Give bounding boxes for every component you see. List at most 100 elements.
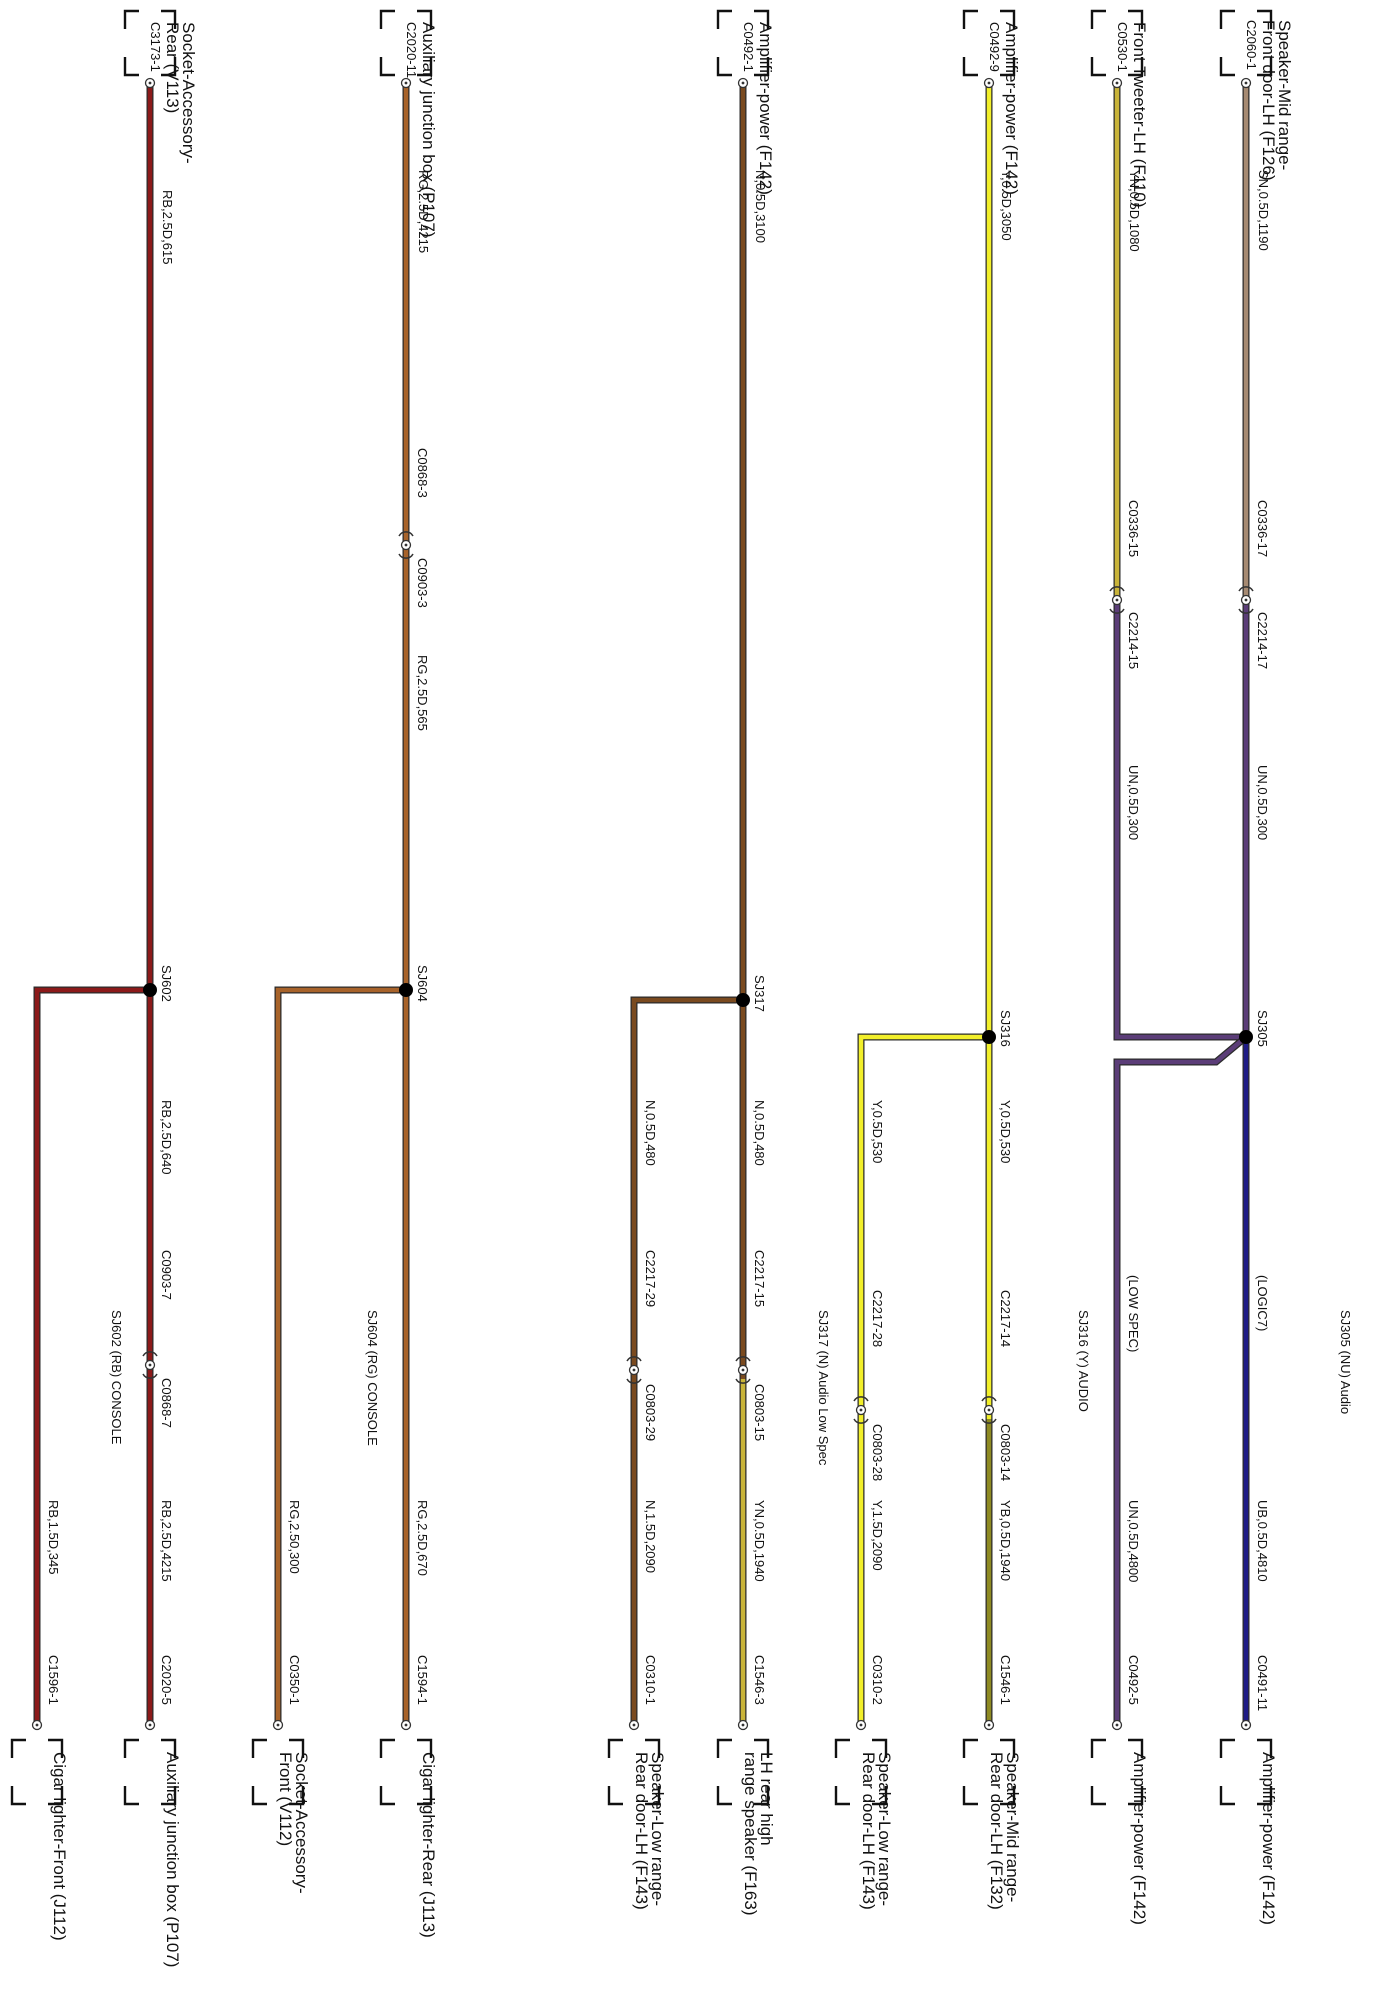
label-lh-rear-high-line-1: range speaker (F163) (741, 1752, 760, 1915)
inline-c0336-17-pin-dot (1244, 598, 1248, 602)
wire-label-rb-345: RB,1.5D,345 (46, 1500, 61, 1574)
component-socket-front-corner-tl (289, 1738, 305, 1758)
pin-label-c1596-1: C1596-1 (46, 1655, 61, 1705)
wire-rb-branch-outline (33, 986, 150, 1725)
pin-c1596-1-dot (35, 1723, 39, 1727)
wire-label-yn-1080: YN,0.5D,1080 (1127, 170, 1142, 252)
pin-c1546-1-dot (987, 1723, 991, 1727)
component-aux-jb-top-corner-bl (379, 9, 395, 29)
inline-label-c2217-29: C2217-29 (643, 1250, 658, 1307)
component-speaker-mid-rear-corner-br (962, 1786, 978, 1806)
label-speaker-mid-front-line-0: Speaker-Mid range- (1275, 20, 1294, 170)
component-cigar-front-corner-tl (48, 1738, 64, 1758)
wire-label-rg-4215: RG,2.5D,4215 (416, 170, 431, 253)
splice-sj305 (1239, 1030, 1253, 1044)
label-socket-front-line-1: Front (V112) (276, 1752, 295, 1846)
pin-label-c0310-2: C0310-2 (870, 1655, 885, 1705)
wire-y-branch (858, 1034, 989, 1725)
component-amp-f142-a-corner-tl (1257, 1738, 1273, 1758)
inline-c0868-3-pin-dot (404, 543, 408, 547)
component-amp-f142-c-corner-tl (1000, 9, 1016, 29)
label-aux-jb-bottom-line-0: Auxiliary junction box (P107) (163, 1752, 182, 1967)
component-speaker-low-rear-a-corner-bl (834, 1738, 850, 1758)
pin-label-c2020-11: C2020-11 (404, 22, 419, 78)
wire-label-rg-670: RG,2.5D,670 (415, 1500, 430, 1576)
wire-label-n-480-a: N,0.5D,480 (752, 1100, 767, 1166)
component-amp-f142-c-corner-tr (1000, 57, 1016, 77)
label-speaker-low-rear-a-line-0: Speaker-Low range- (875, 1752, 894, 1906)
component-cigar-front-corner-br (10, 1786, 26, 1806)
wire-label-y-2090: Y,1.5D,2090 (870, 1500, 885, 1571)
label-socket-rear-line-1: Rear (V113) (163, 22, 182, 113)
wire-label-rb-640: RB,2.5D,640 (159, 1100, 174, 1174)
inline-c0336-17-plug (1238, 608, 1254, 614)
wires-layer (33, 83, 1250, 1725)
inline-c0868-3-plug (398, 553, 414, 559)
inline-label-c0336-17: C0336-17 (1255, 500, 1270, 557)
pin-label-c1594-1: C1594-1 (415, 1655, 430, 1705)
component-amp-f142-b-corner-tr (1128, 1786, 1144, 1806)
pin-c1546-3-dot (741, 1723, 745, 1727)
component-aux-jb-bottom-corner-br (123, 1786, 139, 1806)
component-cigar-rear-corner-br (379, 1786, 395, 1806)
wire-label-un-300-a: UN,0.5D,300 (1255, 765, 1270, 840)
pin-label-c0492-9: C0492-9 (987, 22, 1002, 72)
component-aux-jb-bottom-corner-bl (123, 1738, 139, 1758)
wire-rb-branch (34, 987, 150, 1725)
inline-label-c0803-14: C0803-14 (998, 1424, 1013, 1481)
component-amp-f142-d-corner-bl (716, 9, 732, 29)
component-speaker-mid-rear-corner-tl (1000, 1738, 1016, 1758)
pin-c0310-1-dot (632, 1723, 636, 1727)
label-aux-jb-top-line-0: Auxiliary junction box (P107) (419, 22, 438, 237)
pin-c2060-1-dot (1244, 81, 1248, 85)
label-amp-f142-a-line-0: Amplifier-power (F142) (1259, 1752, 1278, 1925)
inline-label-c2217-28: C2217-28 (870, 1290, 885, 1347)
wire-un-4800 (1114, 1035, 1248, 1725)
inline-c0336-15-pin-dot (1115, 598, 1119, 602)
component-lh-rear-high-corner-br (716, 1786, 732, 1806)
label-speaker-low-rear-b-line-0: Speaker-Low range- (648, 1752, 667, 1906)
wire-rg-branch (275, 987, 406, 1725)
component-amp-f142-c-corner-bl (962, 9, 978, 29)
wire-n-branch (631, 997, 743, 1725)
pin-label-c2060-1: C2060-1 (1244, 20, 1259, 70)
splice-label-sj305: SJ305 (1255, 1010, 1270, 1047)
header-sj317: SJ317 (N) Audio Low Spec (816, 1310, 831, 1466)
component-amp-f142-a-corner-tr (1257, 1786, 1273, 1806)
component-front-tweeter-corner-tl (1128, 9, 1144, 29)
splice-sj317 (736, 993, 750, 1007)
component-speaker-low-rear-b-corner-tl (645, 1738, 661, 1758)
component-cigar-front-corner-tr (48, 1786, 64, 1806)
component-lh-rear-high-corner-tr (754, 1786, 770, 1806)
pin-c0492-9-dot (987, 81, 991, 85)
label-socket-rear-line-0: Socket-Accessory- (179, 22, 198, 164)
pin-label-c0491-11: C0491-11 (1255, 1655, 1270, 1711)
splice-label-sj316: SJ316 (998, 1010, 1013, 1047)
pin-label-c0350-1: C0350-1 (287, 1655, 302, 1705)
inline-c0903-7-pin-dot (148, 1363, 152, 1367)
header-sj602: SJ602 (RB) CONSOLE (109, 1310, 124, 1445)
wire-label-un-4800: UN,0.5D,4800 (1126, 1500, 1141, 1582)
wire-un-300-b (1114, 600, 1246, 1040)
component-speaker-mid-rear-corner-bl (962, 1738, 978, 1758)
inline-c0903-7-socket (142, 1351, 158, 1357)
label-amp-f142-d-line-0: Amplifier-power (F142) (756, 22, 775, 195)
pin-label-c1546-1: C1546-1 (998, 1655, 1013, 1705)
component-amp-f142-c-corner-br (962, 57, 978, 77)
component-speaker-low-rear-a-corner-br (834, 1786, 850, 1806)
inline-c2217-28-pin-dot (859, 1408, 863, 1412)
wire-label-n-2090: N,1.5D,2090 (643, 1500, 658, 1573)
inline-c0336-15-socket (1109, 586, 1125, 592)
nodes-layer (10, 9, 1273, 1806)
inline-label-c0336-15: C0336-15 (1126, 500, 1141, 557)
pin-c2020-5-dot (148, 1723, 152, 1727)
inline-c2217-15-plug (735, 1378, 751, 1384)
wire-label-rb-615: RB,2.5D,615 (160, 190, 175, 264)
inline-label-c2217-14: C2217-14 (998, 1290, 1013, 1347)
pin-label-c2020-5: C2020-5 (159, 1655, 174, 1705)
component-aux-jb-top-corner-tr (417, 57, 433, 77)
component-front-tweeter-corner-br (1090, 57, 1106, 77)
component-lh-rear-high-corner-tl (754, 1738, 770, 1758)
component-front-tweeter-corner-tr (1128, 57, 1144, 77)
wire-un-4800-outline (1113, 1034, 1249, 1725)
